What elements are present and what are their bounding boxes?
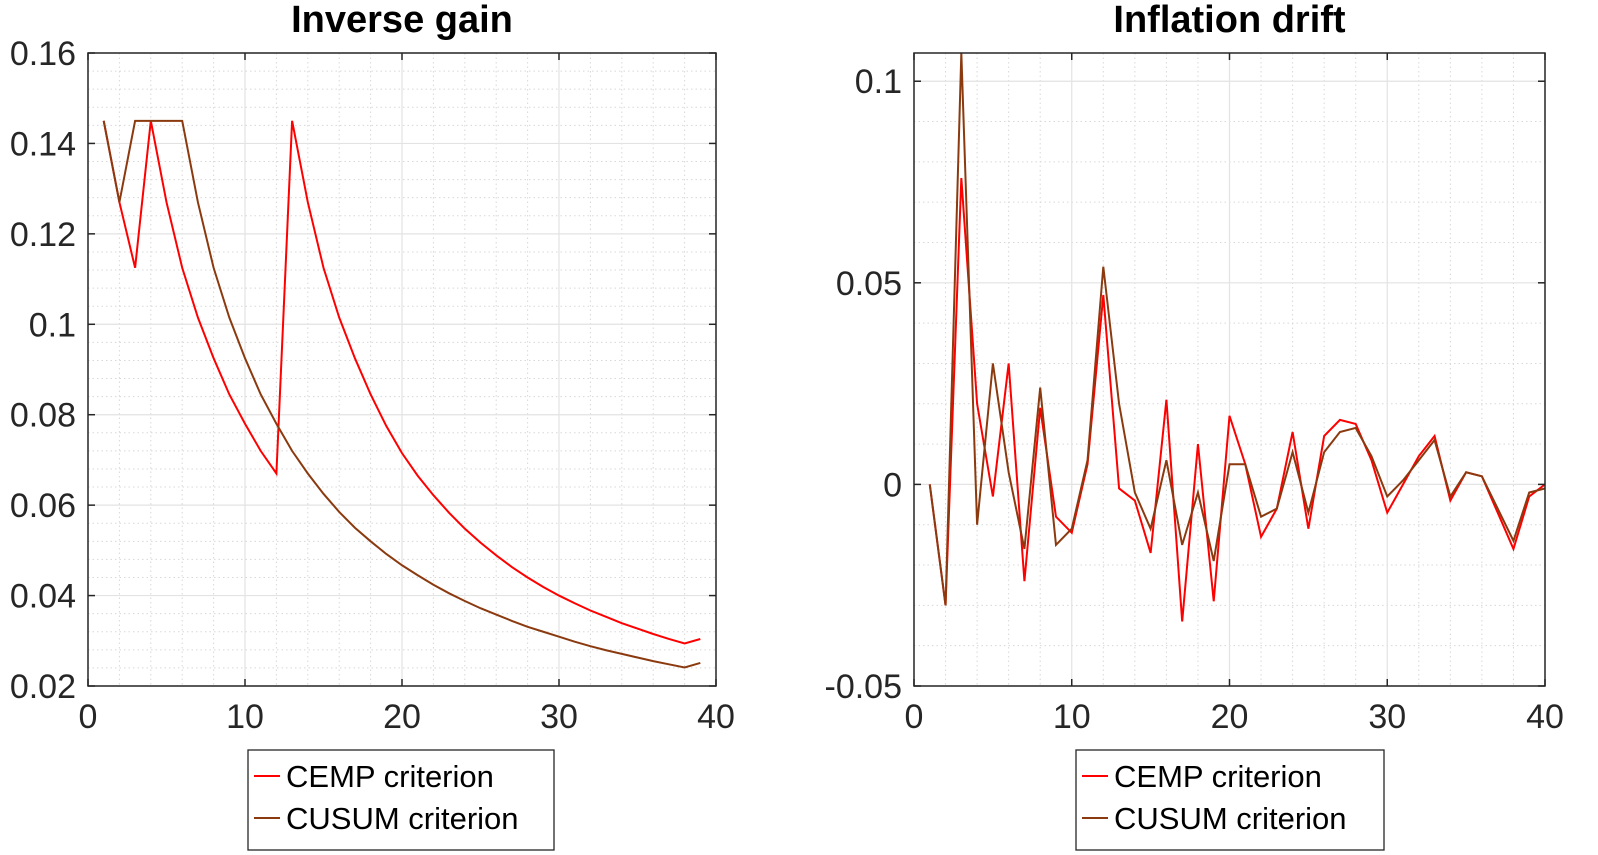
chart-title: Inflation drift: [1113, 0, 1346, 41]
y-tick-label: 0: [883, 466, 902, 504]
chart-title: Inverse gain: [291, 0, 513, 41]
y-tick-label: 0.16: [10, 35, 76, 73]
x-tick-label: 40: [697, 698, 735, 736]
legend-label: CUSUM criterion: [1114, 801, 1347, 836]
x-tick-label: 30: [1368, 698, 1406, 736]
series-line-cemp-criterion: [102, 120, 701, 645]
y-tick-label: 0.04: [10, 578, 76, 616]
y-tick-label: 0.02: [10, 668, 76, 706]
x-tick-label: 10: [226, 698, 264, 736]
y-tick-label: 0.06: [10, 487, 76, 525]
legend: CEMP criterion CUSUM criterion: [247, 749, 555, 851]
y-tick-label: 0.1: [29, 306, 76, 344]
x-tick-label: 40: [1526, 698, 1564, 736]
legend-box: [247, 749, 555, 851]
legend: CEMP criterion CUSUM criterion: [1075, 749, 1385, 851]
x-tick-label: 30: [540, 698, 578, 736]
series-line-cusum-criterion: [102, 119, 701, 669]
y-tick-label: 0.08: [10, 397, 76, 435]
y-tick-label: -0.05: [825, 668, 903, 706]
x-tick-label: 0: [905, 698, 924, 736]
tick-marks: [87, 52, 717, 687]
y-tick-label: 0.12: [10, 216, 76, 254]
series-lines: [102, 119, 701, 669]
minor-grid: [88, 53, 716, 686]
x-tick-label: 10: [1053, 698, 1091, 736]
x-tick-label: 0: [79, 698, 98, 736]
y-tick-label: 0.1: [855, 63, 902, 101]
x-tick-label: 20: [383, 698, 421, 736]
legend-label: CEMP criterion: [1114, 759, 1322, 794]
x-tick-label: 20: [1211, 698, 1249, 736]
legend-label: CEMP criterion: [286, 759, 494, 794]
y-tick-label: 0.05: [836, 265, 902, 303]
series-line-cusum-criterion: [928, 53, 1545, 606]
legend-box: [1075, 749, 1385, 851]
tick-marks: [913, 53, 1546, 687]
legend-label: CUSUM criterion: [286, 801, 519, 836]
inverse-gain-panel: 0 10 20 30 40 0.02 0.04 0.06 0.08 0.1 0.12 0.14 0.16…: [10, 0, 735, 851]
series-lines: [928, 53, 1545, 622]
y-tick-label: 0.14: [10, 125, 76, 163]
